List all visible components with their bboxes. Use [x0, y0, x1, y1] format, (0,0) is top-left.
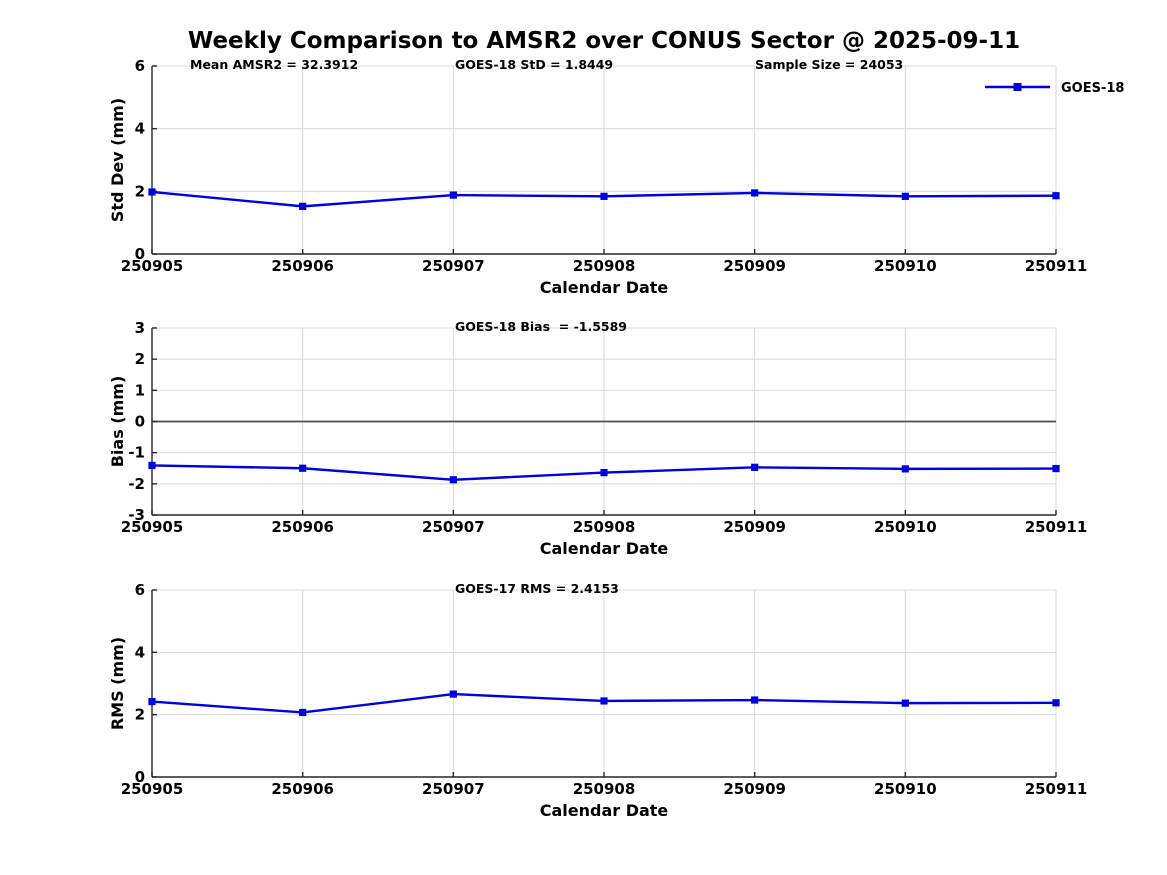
x-tick-label: 250910 — [874, 518, 937, 536]
data-point-marker — [1052, 464, 1060, 473]
y-tick-label: 6 — [135, 581, 145, 599]
x-tick-label: 250911 — [1025, 257, 1088, 275]
y-tick-label: 2 — [135, 182, 145, 200]
x-tick-label: 250905 — [121, 257, 184, 275]
x-tick-label: 250907 — [422, 780, 485, 798]
y-tick-label: 4 — [135, 643, 145, 661]
x-tick-label: 250909 — [723, 780, 786, 798]
stat-annotation: GOES-18 Bias = -1.5589 — [455, 319, 627, 334]
x-tick-label: 250906 — [271, 780, 334, 798]
y-tick-label: 0 — [135, 413, 145, 431]
data-point-marker — [600, 697, 608, 705]
x-tick-label: 250910 — [874, 257, 937, 275]
data-point-marker — [299, 464, 307, 472]
legend-label: GOES-18 — [1061, 81, 1124, 96]
y-tick-label: 1 — [135, 381, 145, 399]
y-tick-label: 2 — [135, 350, 145, 368]
data-point-marker — [1052, 699, 1060, 707]
data-point-marker — [600, 192, 608, 200]
stat-annotation: Mean AMSR2 = 32.3912 — [190, 57, 358, 72]
x-tick-label: 250905 — [121, 780, 184, 798]
x-tick-label: 250907 — [422, 518, 485, 536]
data-point-marker — [751, 189, 759, 197]
data-point-marker — [751, 696, 759, 704]
stat-annotation: GOES-18 StD = 1.8449 — [455, 57, 613, 72]
x-tick-label: 250906 — [271, 518, 334, 536]
x-tick-label: 250911 — [1025, 518, 1088, 536]
data-point-marker — [449, 191, 457, 199]
data-point-marker — [449, 690, 457, 698]
x-tick-label: 250910 — [874, 780, 937, 798]
y-tick-label: 0 — [135, 768, 145, 786]
x-tick-label: 250908 — [573, 780, 636, 798]
x-tick-label: 250911 — [1025, 780, 1088, 798]
data-point-marker — [901, 192, 909, 200]
legend-marker — [1013, 83, 1022, 91]
y-tick-label: 0 — [135, 245, 145, 263]
x-axis-title: Calendar Date — [540, 278, 669, 297]
figure-title: Weekly Comparison to AMSR2 over CONUS Se… — [187, 28, 1021, 54]
data-point-marker — [600, 469, 608, 477]
data-point-marker — [148, 697, 156, 706]
x-axis-title: Calendar Date — [540, 801, 669, 820]
y-tick-label: 4 — [135, 120, 145, 138]
x-tick-label: 250908 — [573, 257, 636, 275]
y-tick-label: 2 — [135, 706, 145, 724]
data-point-marker — [901, 465, 909, 473]
x-tick-label: 250909 — [723, 257, 786, 275]
data-point-marker — [449, 476, 457, 484]
x-tick-label: 250907 — [422, 257, 485, 275]
x-tick-label: 250908 — [573, 518, 636, 536]
data-point-marker — [299, 202, 307, 210]
y-tick-label: 3 — [135, 319, 145, 337]
y-tick-label: 6 — [135, 57, 145, 75]
data-point-marker — [1052, 192, 1060, 200]
data-point-marker — [148, 461, 156, 470]
y-axis-title: Std Dev (mm) — [108, 98, 127, 222]
data-point-marker — [751, 463, 759, 471]
x-tick-label: 250906 — [271, 257, 334, 275]
data-point-marker — [299, 708, 307, 717]
x-axis-title: Calendar Date — [540, 539, 669, 558]
y-axis-title: RMS (mm) — [108, 637, 127, 730]
x-tick-label: 250909 — [723, 518, 786, 536]
y-tick-label: -2 — [128, 475, 145, 493]
x-tick-label: 250905 — [121, 518, 184, 536]
y-tick-label: -3 — [128, 506, 145, 524]
data-point-marker — [148, 188, 156, 196]
stat-annotation: GOES-17 RMS = 2.4153 — [455, 581, 619, 596]
y-axis-title: Bias (mm) — [108, 376, 127, 468]
stat-annotation: Sample Size = 24053 — [755, 57, 903, 72]
y-tick-label: -1 — [128, 444, 145, 462]
data-point-marker — [901, 699, 909, 707]
